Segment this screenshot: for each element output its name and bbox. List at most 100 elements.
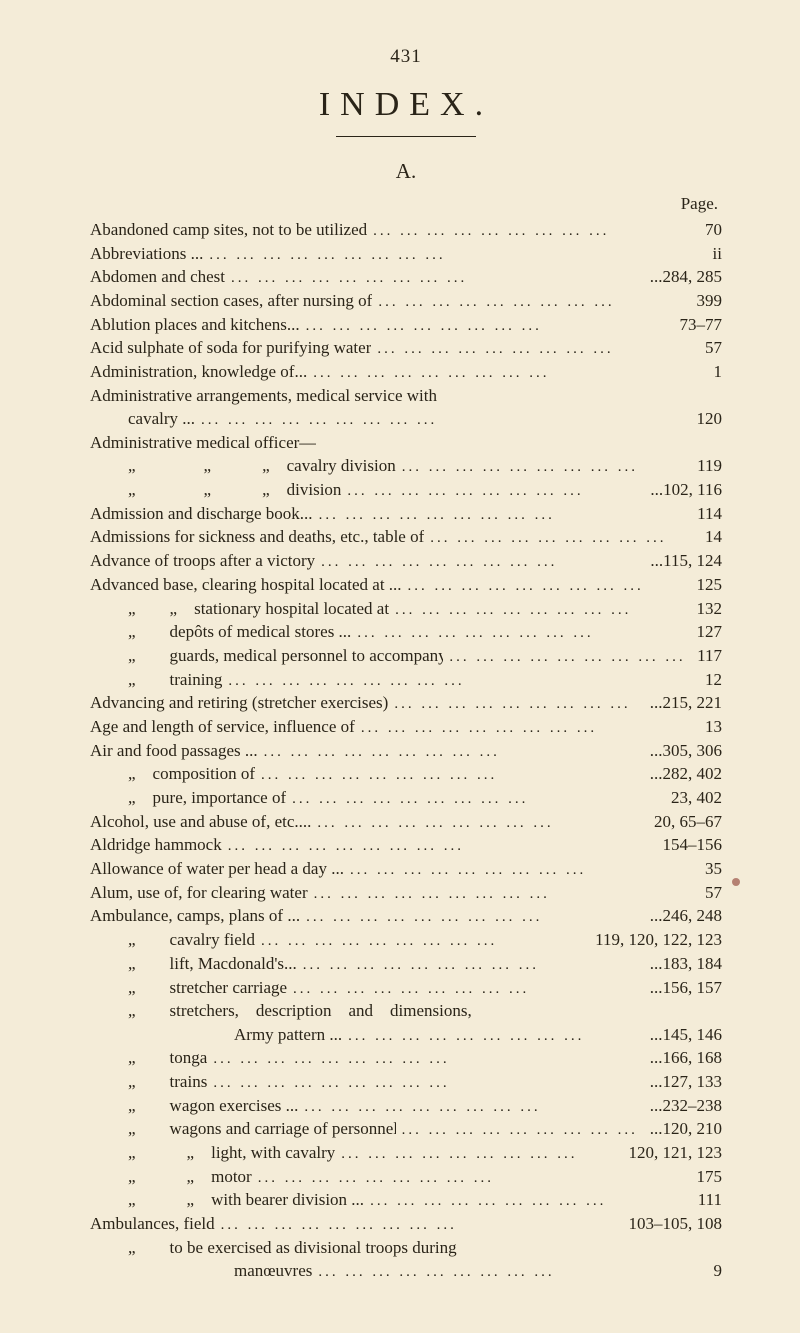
entry-page: ...183, 184 <box>642 952 722 975</box>
entry-page: 20, 65–67 <box>646 810 722 833</box>
index-entry: Acid sulphate of soda for purifying wate… <box>90 336 722 360</box>
leader-dots: ... ... ... ... ... ... ... ... ... <box>378 292 682 313</box>
entry-page: 14 <box>697 525 722 548</box>
leader-dots: ... ... ... ... ... ... ... ... ... <box>293 979 636 1000</box>
leader-dots: ... ... ... ... ... ... ... ... ... <box>350 860 691 881</box>
leader-dots: ... ... ... ... ... ... ... ... ... <box>231 268 636 289</box>
leader-dots: ... ... ... ... ... ... ... ... ... <box>213 1073 635 1094</box>
entry-page: ...215, 221 <box>642 691 722 714</box>
entry-label: Alcohol, use and abuse of, etc.... <box>90 810 311 833</box>
index-entry: „ to be exercised as divisional troops d… <box>90 1236 722 1259</box>
entry-page: 120 <box>689 407 723 430</box>
entry-page: 117 <box>689 644 722 667</box>
entry-label: Army pattern ... <box>166 1023 342 1046</box>
index-entry: „ trains... ... ... ... ... ... ... ... … <box>90 1070 722 1094</box>
index-entry: Abbreviations ... ... ... ... ... ... ...… <box>90 242 722 266</box>
entry-label: „ „ stationary hospital located at <box>128 597 389 620</box>
index-entry: Administrative arrangements, medical ser… <box>90 384 722 407</box>
entry-label: „ guards, medical personnel to accompany <box>128 644 443 667</box>
leader-dots: ... ... ... ... ... ... ... ... ... <box>264 742 636 763</box>
index-entry: Abdominal section cases, after nursing o… <box>90 289 722 313</box>
entry-page: 399 <box>689 289 723 312</box>
index-entry: Ambulance, camps, plans of ...... ... ..… <box>90 904 722 928</box>
index-entry: Advancing and retiring (stretcher exerci… <box>90 691 722 715</box>
index-entry: manœuvres... ... ... ... ... ... ... ...… <box>90 1259 722 1283</box>
index-entry: Alcohol, use and abuse of, etc....... ..… <box>90 810 722 834</box>
entry-label: „ stretcher carriage <box>128 976 287 999</box>
entry-page: 23, 402 <box>663 786 722 809</box>
entry-page: 73–77 <box>672 313 723 336</box>
index-entry: Administrative medical officer— <box>90 431 722 454</box>
leader-dots: ... ... ... ... ... ... ... ... ... <box>306 316 666 337</box>
entry-page: ii <box>705 242 722 265</box>
entry-page: 125 <box>689 573 723 596</box>
index-entry: Abdomen and chest ... ... ... ... ... ...… <box>90 265 722 289</box>
leader-dots: ... ... ... ... ... ... ... ... ... <box>395 600 682 621</box>
entry-label: „ lift, Macdonald's... <box>128 952 297 975</box>
entry-label: Advancing and retiring (stretcher exerci… <box>90 691 388 714</box>
entry-page: 119 <box>689 454 722 477</box>
page-column-header: Page. <box>90 194 722 214</box>
entry-label: „ composition of <box>128 762 255 785</box>
entry-label: Advance of troops after a victory <box>90 549 315 572</box>
index-page: 431 INDEX. A. Page. Abandoned camp sites… <box>0 0 800 1333</box>
leader-dots: ... ... ... ... ... ... ... ... ... <box>304 1097 635 1118</box>
entry-page: 70 <box>697 218 722 241</box>
entry-label: „ tonga <box>128 1046 207 1069</box>
leader-dots: ... ... ... ... ... ... ... ... ... <box>313 363 699 384</box>
leader-dots: ... ... ... ... ... ... ... ... ... <box>321 552 636 573</box>
entry-label: Ambulance, camps, plans of ... <box>90 904 300 927</box>
entry-label: Alum, use of, for clearing water <box>90 881 308 904</box>
page-blemish <box>732 878 740 886</box>
index-entry: „ training... ... ... ... ... ... ... ..… <box>90 668 722 692</box>
leader-dots: ... ... ... ... ... ... ... ... ... <box>370 1191 684 1212</box>
entry-page: ...166, 168 <box>642 1046 722 1069</box>
leader-dots: ... ... ... ... ... ... ... ... ... <box>361 718 691 739</box>
index-entry: Administration, knowledge of... ... ... .… <box>90 360 722 384</box>
index-entry: „ stretchers, description and dimensions… <box>90 999 722 1022</box>
index-entry: Advanced base, clearing hospital located… <box>90 573 722 597</box>
entry-page: ...156, 157 <box>642 976 722 999</box>
entry-label: Allowance of water per head a day ... <box>90 857 344 880</box>
index-entry: „ „ motor... ... ... ... ... ... ... ...… <box>90 1165 722 1189</box>
entry-page: ...127, 133 <box>642 1070 722 1093</box>
entry-label: Abdomen and chest <box>90 265 225 288</box>
entry-page: ...282, 402 <box>642 762 722 785</box>
section-letter: A. <box>90 159 722 184</box>
entry-page: 13 <box>697 715 722 738</box>
entry-label: Administration, knowledge of... <box>90 360 307 383</box>
leader-dots: ... ... ... ... ... ... ... ... ... <box>318 1262 699 1283</box>
leader-dots: ... ... ... ... ... ... ... ... ... <box>319 505 684 526</box>
leader-dots: ... ... ... ... ... ... ... ... ... <box>261 931 581 952</box>
entry-label: Ambulances, field <box>90 1212 215 1235</box>
index-entry: „ „ light, with cavalry... ... ... ... .… <box>90 1141 722 1165</box>
entry-label: „ cavalry field <box>128 928 255 951</box>
leader-dots: ... ... ... ... ... ... ... ... ... <box>348 1026 636 1047</box>
entry-page: ...120, 210 <box>642 1117 722 1140</box>
entry-page: 1 <box>706 360 723 383</box>
entry-label: „ depôts of medical stores ... <box>128 620 351 643</box>
index-entry: Allowance of water per head a day ......… <box>90 857 722 881</box>
entry-label: Aldridge hammock <box>90 833 222 856</box>
leader-dots: ... ... ... ... ... ... ... ... ... <box>213 1049 635 1070</box>
entry-label: „ pure, importance of <box>128 786 286 809</box>
entry-page: 127 <box>689 620 723 643</box>
entry-label: Abbreviations ... <box>90 242 203 265</box>
entry-page: 175 <box>689 1165 723 1188</box>
entry-label: „ „ „ cavalry division <box>128 454 396 477</box>
index-entry: „ guards, medical personnel to accompany… <box>90 644 722 668</box>
leader-dots: ... ... ... ... ... ... ... ... ... <box>209 245 698 266</box>
index-entry: „ wagons and carriage of personnel... ..… <box>90 1117 722 1141</box>
entry-page: ...102, 116 <box>642 478 722 501</box>
entry-page: ...246, 248 <box>642 904 722 927</box>
index-entry: Aldridge hammock ... ... ... ... ... ... … <box>90 833 722 857</box>
entry-page: ...305, 306 <box>642 739 722 762</box>
entry-label: Admission and discharge book... <box>90 502 313 525</box>
leader-dots: ... ... ... ... ... ... ... ... ... <box>228 836 649 857</box>
index-entry: „ wagon exercises ...... ... ... ... ...… <box>90 1094 722 1118</box>
entry-label: „ „ „ division <box>128 478 341 501</box>
leader-dots: ... ... ... ... ... ... ... ... ... <box>201 410 682 431</box>
leader-dots: ... ... ... ... ... ... ... ... ... <box>261 765 636 786</box>
entry-page: 111 <box>690 1188 722 1211</box>
leader-dots: ... ... ... ... ... ... ... ... ... <box>430 528 691 549</box>
